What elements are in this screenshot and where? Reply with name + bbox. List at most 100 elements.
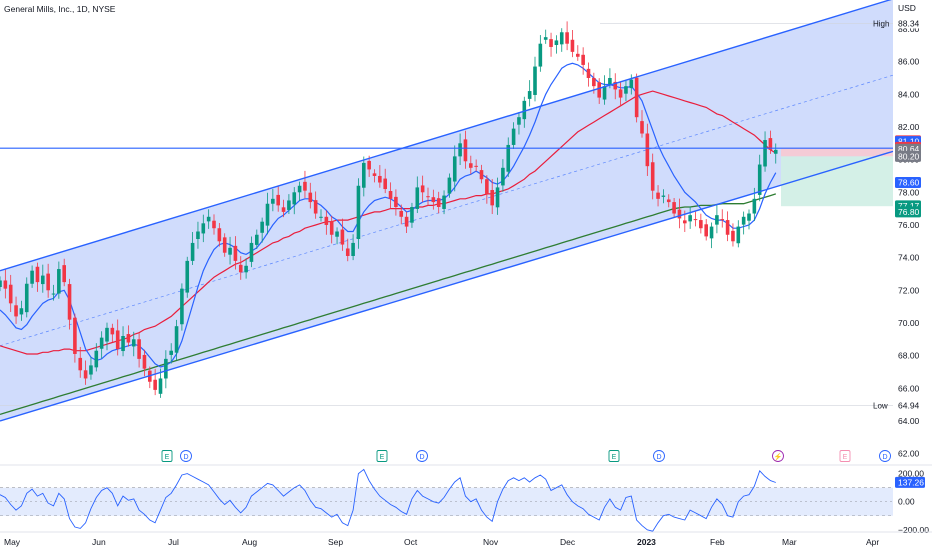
candle <box>602 75 607 105</box>
candle-body <box>415 187 420 209</box>
earnings-marker[interactable]: E <box>608 450 620 462</box>
candle-body <box>549 39 553 47</box>
candle-body <box>645 133 650 167</box>
candle-body <box>35 266 40 283</box>
candle <box>121 326 125 357</box>
y-tick-label: 74.00 <box>898 253 920 263</box>
channel-upper-line[interactable] <box>0 0 893 272</box>
x-tick-label: Feb <box>710 537 725 547</box>
candle-body <box>158 378 163 394</box>
candle-body <box>725 220 730 235</box>
x-tick-label: 2023 <box>637 537 656 547</box>
candle-body <box>474 165 478 167</box>
candle <box>490 179 494 215</box>
candle-body <box>704 224 708 237</box>
candle <box>126 325 131 347</box>
symbol-title: General Mills, Inc., 1D, NYSE <box>4 4 116 14</box>
candle <box>356 178 361 249</box>
candle-body <box>217 228 222 242</box>
dividend-marker[interactable]: D <box>416 450 428 462</box>
candle <box>260 217 264 243</box>
event-letter: D <box>419 454 424 461</box>
candle <box>190 231 195 265</box>
earnings-marker[interactable]: E <box>161 450 173 462</box>
candle <box>340 218 345 251</box>
candle-body <box>608 77 612 85</box>
candle-body <box>67 284 72 320</box>
candle-body <box>30 270 34 284</box>
y-tick-label: 66.00 <box>898 383 920 393</box>
price-badge-text: 76.80 <box>898 207 920 217</box>
candle <box>463 130 468 169</box>
low-value-bg <box>895 399 929 411</box>
dividend-marker[interactable]: D <box>180 450 192 462</box>
candle <box>51 284 56 301</box>
candle-body <box>634 77 639 118</box>
x-tick-label: Dec <box>560 537 576 547</box>
split-marker[interactable]: ⚡ <box>772 450 784 462</box>
candle-body <box>565 32 569 44</box>
candle-body <box>431 197 436 203</box>
candle <box>169 343 173 364</box>
candle-body <box>736 226 741 244</box>
candle-body <box>297 185 302 193</box>
candle <box>576 45 580 61</box>
candle-body <box>554 40 559 46</box>
earnings-icon <box>376 450 388 462</box>
x-tick-label: Sep <box>328 537 343 547</box>
candle <box>105 322 109 351</box>
candle <box>378 165 382 188</box>
candle-body <box>319 216 323 218</box>
y-tick-label: 86.00 <box>898 57 920 67</box>
ma-200-line <box>0 193 776 416</box>
x-tick-label: Nov <box>483 537 499 547</box>
dividend-marker[interactable]: D <box>653 450 665 462</box>
channel-lower-line[interactable] <box>0 150 894 422</box>
price-badge-text: 77.17 <box>898 201 920 211</box>
candle <box>185 256 190 298</box>
candle-body <box>281 207 286 212</box>
candle-body <box>367 160 371 170</box>
dividend-marker[interactable]: D <box>879 450 891 462</box>
candle-body <box>271 198 275 204</box>
candle-body <box>126 334 131 343</box>
candle-body <box>747 213 751 221</box>
candle <box>303 170 307 199</box>
candle <box>345 238 350 262</box>
candle <box>725 211 730 242</box>
candle-body <box>329 221 334 235</box>
candle-body <box>597 82 601 98</box>
candle-body <box>362 162 366 188</box>
candle <box>222 233 227 257</box>
candle-body <box>255 234 259 245</box>
candle <box>57 261 61 299</box>
candle <box>618 81 623 107</box>
candle-body <box>624 86 628 94</box>
price-badge <box>895 177 921 189</box>
candle <box>581 47 585 75</box>
candle <box>131 331 136 357</box>
candle-body <box>372 173 377 176</box>
candle-body <box>447 177 452 194</box>
candle <box>763 131 767 172</box>
candle <box>308 182 313 209</box>
channel-fill <box>0 0 893 421</box>
earnings-icon <box>608 450 620 462</box>
candle-body <box>164 358 168 379</box>
earnings-marker[interactable]: E <box>376 450 388 462</box>
candle-body <box>404 216 409 227</box>
earnings-marker[interactable]: E <box>839 450 851 462</box>
candle-body <box>222 237 227 253</box>
candle <box>244 258 248 279</box>
candle-body <box>19 308 24 315</box>
candle <box>196 221 200 249</box>
candle <box>458 133 462 166</box>
candle <box>410 202 414 228</box>
candle-body <box>99 337 104 349</box>
currency-label: USD <box>898 3 916 13</box>
candle <box>768 130 773 154</box>
candle-body <box>233 245 238 261</box>
candle <box>276 186 280 212</box>
dividend-icon <box>180 450 192 462</box>
